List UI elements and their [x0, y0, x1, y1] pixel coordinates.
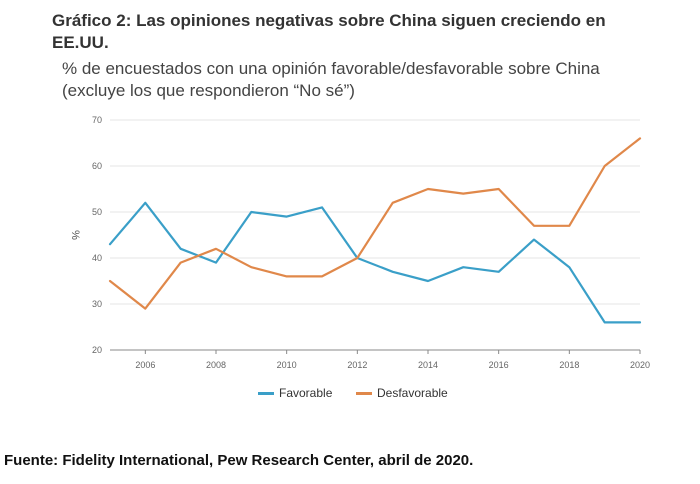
- x-tick-label-2012: 2012: [347, 360, 367, 370]
- legend: Favorable Desfavorable: [0, 386, 700, 406]
- x-tick-labels: 2006 2008 2010 2012 2014 2016 2018 2020: [135, 350, 650, 370]
- x-tick-label-2006: 2006: [135, 360, 155, 370]
- legend-swatch-desfavorable: [356, 391, 372, 395]
- legend-swatch-favorable: [258, 391, 274, 395]
- y-tick-label-20: 20: [92, 345, 102, 355]
- legend-label-desfavorable: Desfavorable: [377, 386, 448, 400]
- x-tick-label-2008: 2008: [206, 360, 226, 370]
- chart-subtitle: % de encuestados con una opinión favorab…: [62, 59, 600, 100]
- y-tick-label-40: 40: [92, 253, 102, 263]
- chart-title: Gráfico 2: Las opiniones negativas sobre…: [52, 11, 606, 52]
- x-tick-label-2018: 2018: [559, 360, 579, 370]
- legend-item-favorable: Favorable: [258, 386, 332, 400]
- legend-label-favorable: Favorable: [279, 386, 333, 400]
- x-tick-label-2016: 2016: [489, 360, 509, 370]
- legend-item-desfavorable: Desfavorable: [356, 386, 448, 400]
- x-tick-label-2010: 2010: [277, 360, 297, 370]
- y-axis-label: %: [69, 230, 81, 240]
- y-tick-label-70: 70: [92, 115, 102, 125]
- y-tick-label-30: 30: [92, 299, 102, 309]
- y-tick-label-50: 50: [92, 207, 102, 217]
- y-tick-label-60: 60: [92, 161, 102, 171]
- source-note: Fuente: Fidelity International, Pew Rese…: [4, 452, 474, 469]
- x-tick-label-2020: 2020: [630, 360, 650, 370]
- y-tick-labels: 20 30 40 50 60 70: [92, 115, 102, 355]
- grid-lines: [110, 119, 640, 351]
- x-tick-label-2014: 2014: [418, 360, 438, 370]
- series-lines: [108, 137, 642, 324]
- series-line-desfavorable: [108, 137, 642, 310]
